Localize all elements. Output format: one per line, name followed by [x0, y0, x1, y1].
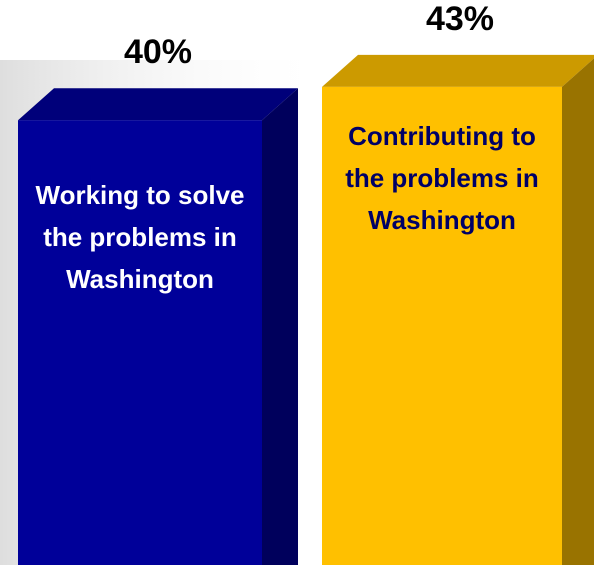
- value-label: 40%: [124, 33, 192, 71]
- category-label: Working to solve the problems in Washing…: [35, 180, 245, 295]
- bar-top: [322, 54, 594, 87]
- category-label: Contributing to the problems in Washingt…: [345, 120, 539, 235]
- bar: [18, 120, 262, 565]
- bar-top: [18, 88, 298, 121]
- bar-side: [262, 88, 298, 565]
- bar-side: [562, 58, 594, 565]
- value-label: 43%: [426, 0, 494, 38]
- bar: [322, 86, 562, 565]
